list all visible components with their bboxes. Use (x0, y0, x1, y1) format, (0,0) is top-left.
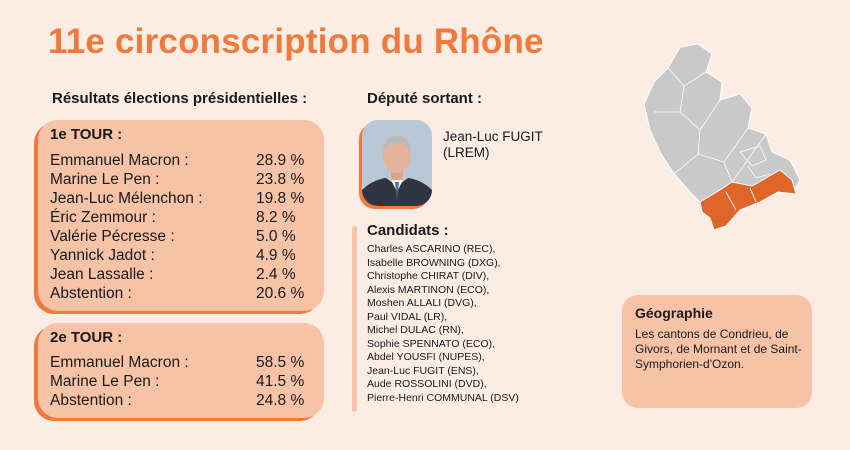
constituency-highlight (699, 169, 797, 231)
candidate-score: 41.5 % (256, 373, 305, 390)
candidate-score: 20.6 % (256, 285, 305, 302)
list-item: Charles ASCARINO (REC), (367, 243, 496, 255)
result-row: Yannick Jadot : 4.9 % (50, 247, 312, 266)
result-row: Marine Le Pen : 23.8 % (50, 171, 312, 190)
candidate-score: 5.0 % (256, 228, 296, 245)
candidate-name: Valérie Pécresse : (50, 228, 175, 245)
candidate-name: Éric Zemmour : (50, 209, 156, 226)
result-row: Emmanuel Macron : 28.9 % (50, 152, 312, 171)
list-item: Jean-Luc FUGIT (ENS), (367, 364, 479, 377)
candidates-list: Charles ASCARINO (REC), Isabelle BROWNIN… (367, 243, 519, 405)
deputy-name-line: Jean-Luc FUGIT (443, 129, 543, 144)
candidate-name: Abstention : (50, 285, 132, 302)
list-item: Sophie SPENNATO (ECO), (367, 337, 495, 350)
deputy-photo (362, 120, 432, 206)
candidate-name: Emmanuel Macron : (50, 354, 189, 371)
result-row: Abstention : 20.6 % (50, 285, 312, 304)
deputy-name: Jean-Luc FUGIT (LREM) (443, 129, 543, 161)
candidate-score: 23.8 % (256, 171, 305, 188)
tour2-title: 2e TOUR : (50, 329, 123, 346)
portrait-image (362, 120, 432, 206)
result-row: Éric Zemmour : 8.2 % (50, 209, 312, 228)
results-heading: Résultats élections présidentielles : (52, 90, 308, 107)
candidate-name: Yannick Jadot : (50, 247, 155, 264)
list-item: Isabelle BROWNING (DXG), (367, 256, 501, 269)
list-item: Alexis MARTINON (ECO), (367, 283, 490, 296)
list-item: Christophe CHIRAT (DIV), (367, 270, 490, 282)
candidates-divider (352, 226, 357, 412)
geography-box: Géographie Les cantons de Condrieu, de G… (622, 295, 812, 408)
result-row: Marine Le Pen : 41.5 % (50, 373, 312, 392)
result-row: Emmanuel Macron : 58.5 % (50, 354, 312, 373)
result-row: Jean-Luc Mélenchon : 19.8 % (50, 190, 312, 209)
candidate-score: 28.9 % (256, 152, 305, 169)
list-item: Moshen ALLALI (DVG), (367, 297, 477, 309)
geography-title: Géographie (635, 305, 713, 321)
result-row: Abstention : 24.8 % (50, 392, 312, 411)
candidate-score: 4.9 % (256, 247, 296, 264)
canton-borders-highlight (725, 187, 757, 211)
candidate-name: Marine Le Pen : (50, 171, 160, 188)
constituency-map (643, 43, 801, 231)
deputy-heading: Député sortant : (367, 90, 483, 107)
tour2-box: 2e TOUR : Emmanuel Macron : 58.5 % Marin… (38, 323, 324, 418)
list-item: Paul VIDAL (LR), (367, 310, 448, 323)
candidate-score: 8.2 % (256, 209, 296, 226)
tour1-title: 1e TOUR : (50, 126, 123, 143)
deputy-party: (LREM) (443, 145, 490, 160)
geography-text: Les cantons de Condrieu, de Givors, de M… (635, 327, 802, 371)
tour1-box: 1e TOUR : Emmanuel Macron : 28.9 % Marin… (38, 120, 324, 311)
candidate-name: Jean-Luc Mélenchon : (50, 190, 203, 207)
canton-borders (654, 67, 771, 203)
candidate-score: 19.8 % (256, 190, 305, 207)
candidate-score: 24.8 % (256, 392, 305, 409)
result-row: Jean Lassalle : 2.4 % (50, 266, 312, 285)
list-item: Pierre-Henri COMMUNAL (DSV) (367, 391, 519, 404)
candidate-name: Emmanuel Macron : (50, 152, 189, 169)
candidates-heading: Candidats : (367, 222, 449, 239)
page-title: 11e circonscription du Rhône (48, 22, 544, 61)
candidate-score: 2.4 % (256, 266, 296, 283)
result-row: Valérie Pécresse : 5.0 % (50, 228, 312, 247)
candidate-name: Abstention : (50, 392, 132, 409)
list-item: Aude ROSSOLINI (DVD), (367, 378, 487, 390)
list-item: Abdel YOUSFI (NUPES), (367, 351, 485, 363)
candidate-name: Marine Le Pen : (50, 373, 160, 390)
candidate-name: Jean Lassalle : (50, 266, 154, 283)
list-item: Michel DULAC (RN), (367, 324, 464, 336)
candidate-score: 58.5 % (256, 354, 305, 371)
